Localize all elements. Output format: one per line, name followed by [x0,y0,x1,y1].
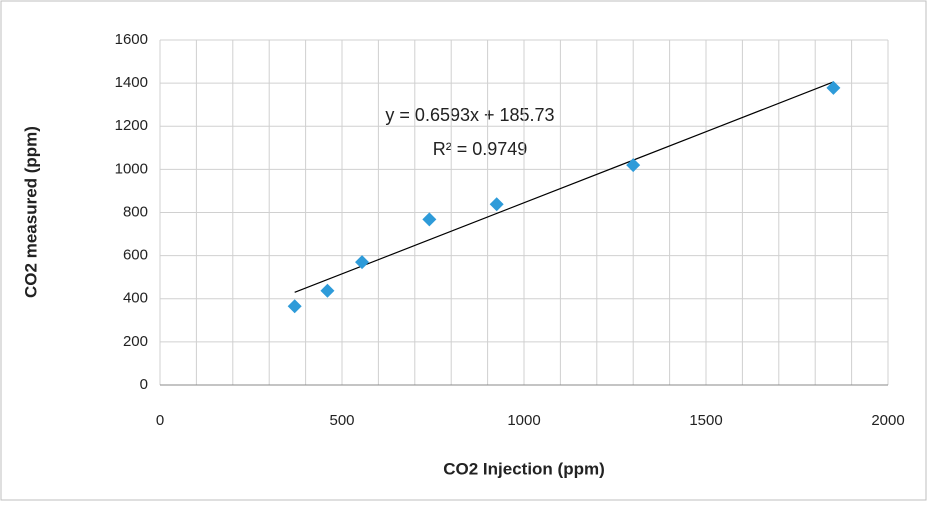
y-tick-label: 800 [123,203,148,220]
y-tick-label: 0 [140,376,148,393]
trend-equation: y = 0.6593x + 185.73 [385,105,554,125]
point [320,283,335,298]
trend-r2: R² = 0.9749 [433,139,528,159]
point [489,197,504,212]
y-tick-label: 1200 [115,117,148,134]
x-tick-label: 0 [156,412,164,429]
y-tick-label: 1000 [115,160,148,177]
x-tick-label: 1000 [507,412,540,429]
y-tick-label: 1400 [115,74,148,91]
y-tick-label: 600 [123,247,148,264]
y-tick-label: 400 [123,290,148,307]
x-tick-label: 2000 [871,412,904,429]
x-tick-label: 1500 [689,412,722,429]
y-tick-label: 1600 [115,31,148,48]
x-axis-title: CO2 Injection (ppm) [443,459,605,478]
y-tick-label: 200 [123,333,148,350]
point [355,255,370,270]
point [287,299,302,314]
point [626,158,641,173]
point [826,80,841,95]
x-tick-label: 500 [329,412,354,429]
y-axis-title: CO2 measured (ppm) [21,126,40,298]
trendline [294,81,834,293]
point [422,212,437,227]
